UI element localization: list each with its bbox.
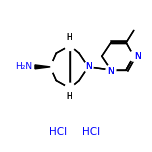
Circle shape [106,65,116,75]
Circle shape [129,51,139,61]
Text: H: H [66,92,72,101]
Text: HCl: HCl [82,127,100,137]
Text: H: H [66,92,72,101]
Circle shape [83,62,93,72]
Text: H₂N: H₂N [15,62,32,71]
Text: HCl: HCl [49,127,67,137]
Text: N: N [135,52,141,61]
Text: H: H [66,33,72,42]
Text: N: N [135,52,141,61]
Text: N: N [85,62,92,71]
Polygon shape [35,65,50,69]
Text: N: N [85,62,92,71]
Circle shape [65,83,75,93]
Circle shape [65,41,75,50]
Text: N: N [108,67,114,76]
Text: H: H [66,33,72,42]
Text: N: N [108,67,114,76]
Circle shape [44,61,56,73]
